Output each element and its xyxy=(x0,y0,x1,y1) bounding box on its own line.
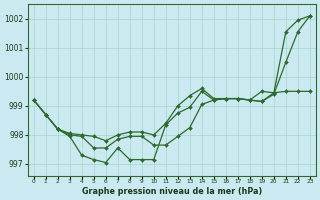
X-axis label: Graphe pression niveau de la mer (hPa): Graphe pression niveau de la mer (hPa) xyxy=(82,187,262,196)
